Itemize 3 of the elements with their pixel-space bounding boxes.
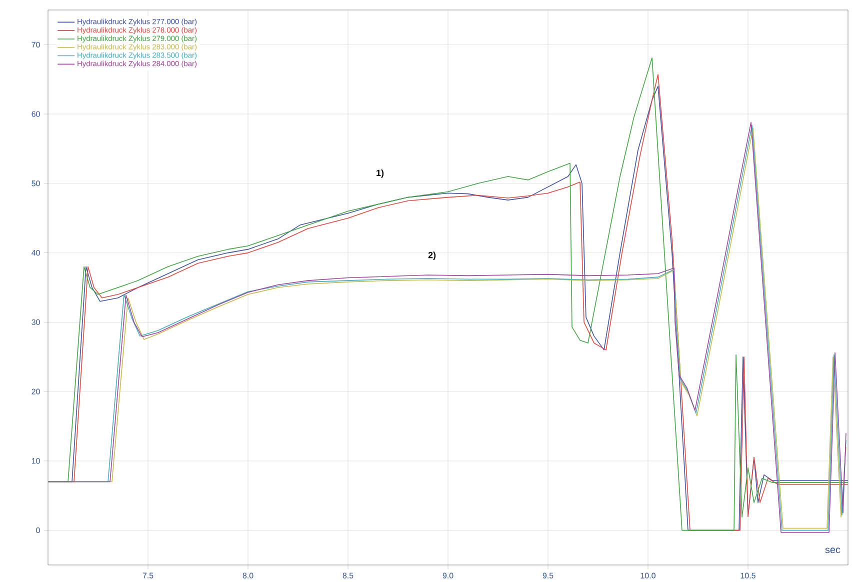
- x-axis-title: sec: [825, 548, 840, 554]
- annotation: 1): [376, 170, 384, 178]
- annotation: 2): [428, 252, 436, 260]
